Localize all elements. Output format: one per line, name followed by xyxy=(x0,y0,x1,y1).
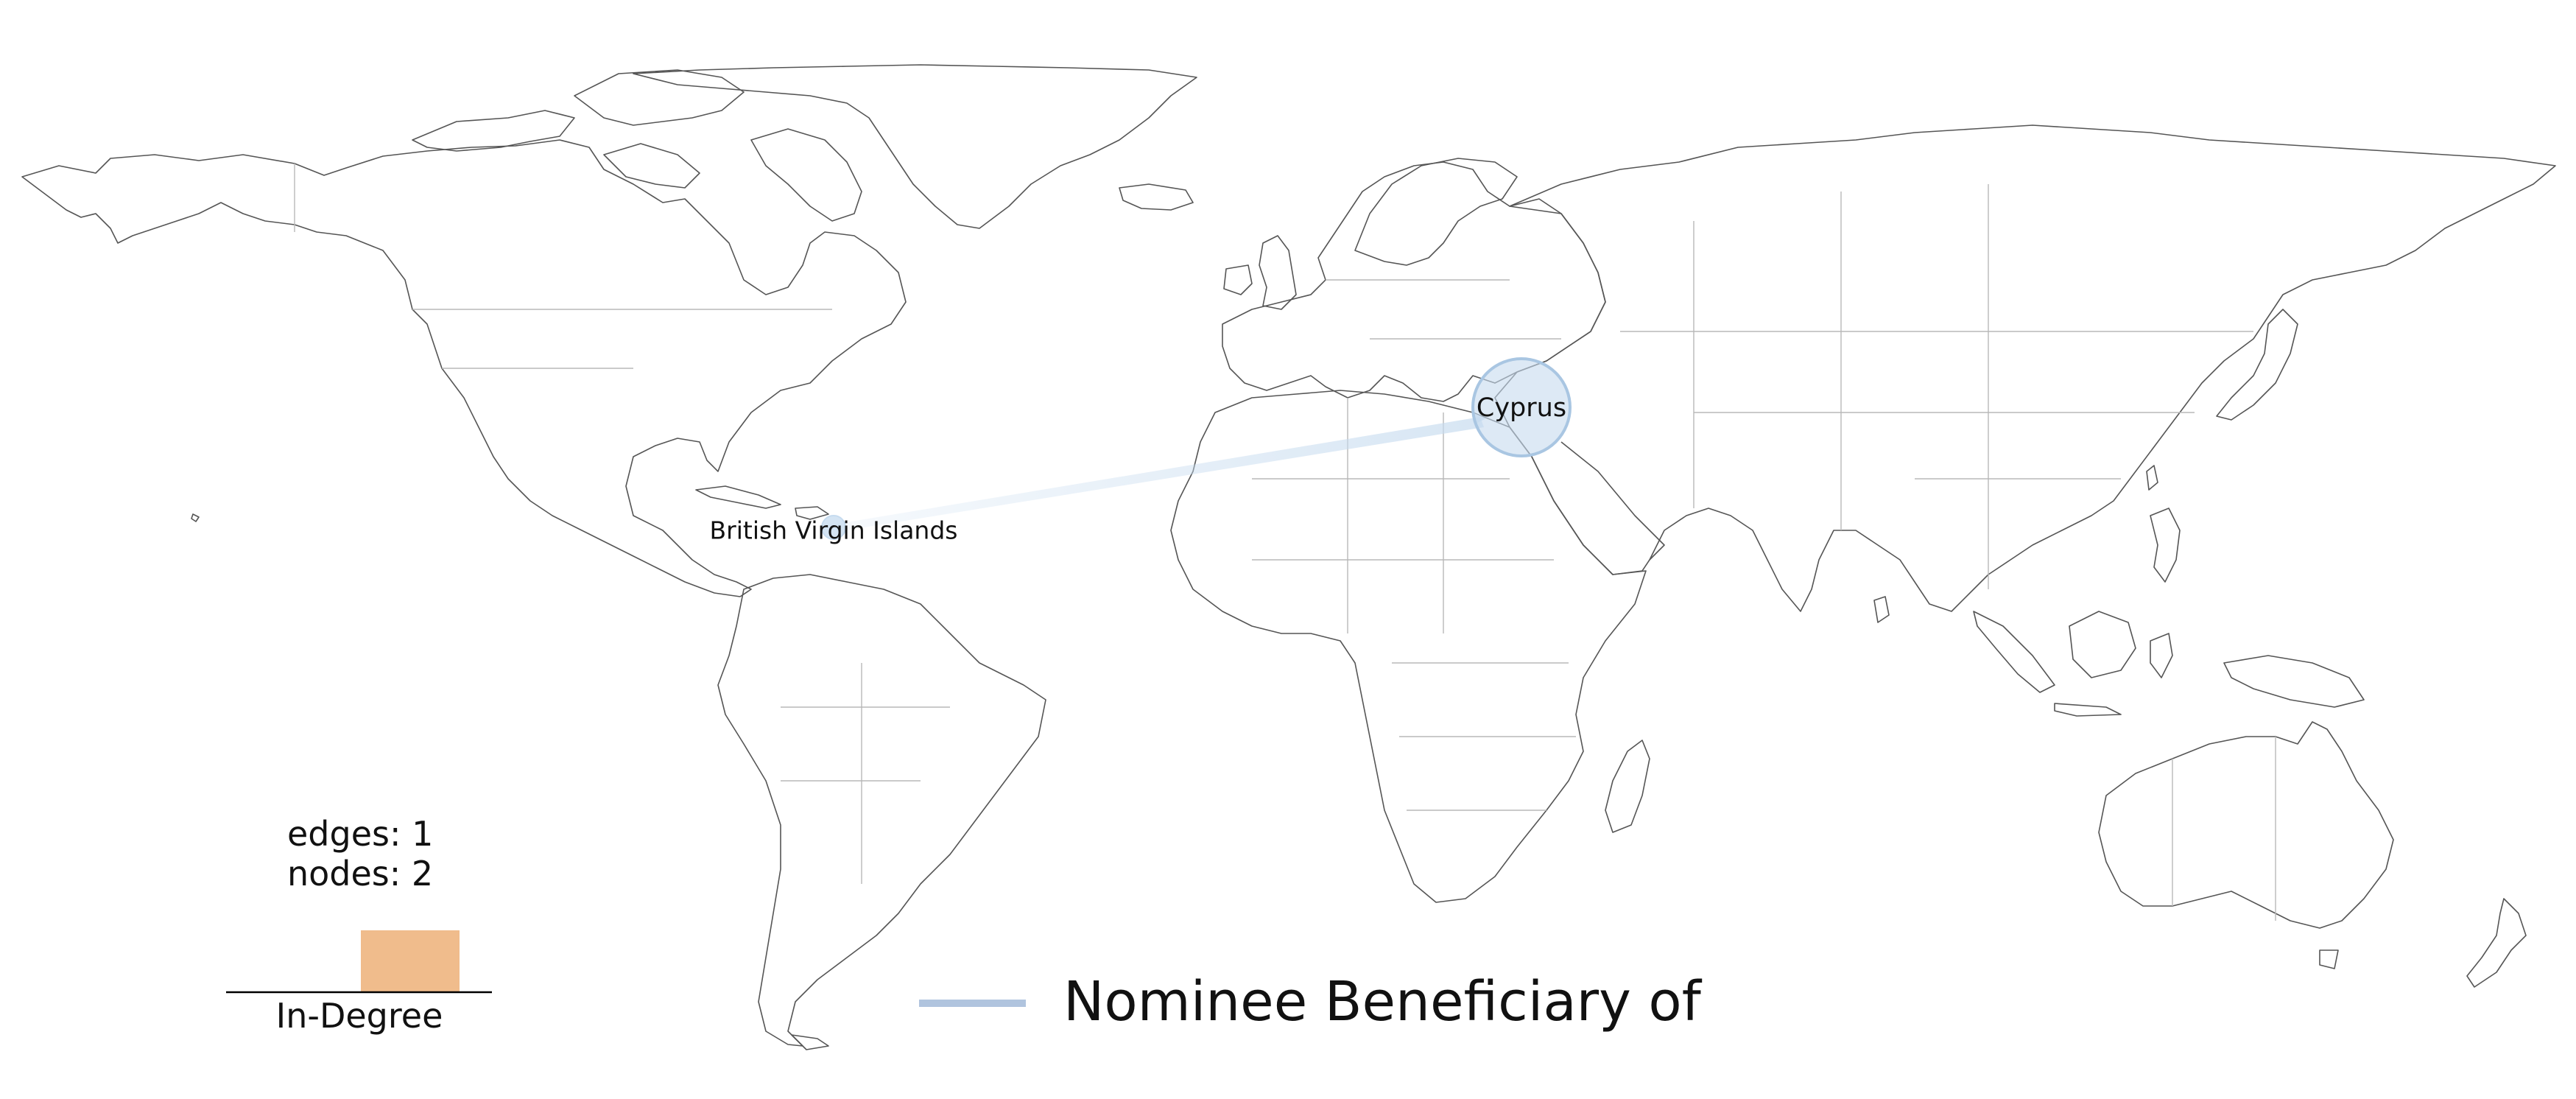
landmass-sulawesi xyxy=(2150,633,2173,678)
landmass-java xyxy=(2054,703,2122,717)
landmass-ireland xyxy=(1223,264,1253,295)
landmass-taiwan xyxy=(2146,465,2158,491)
landmass-scandinavia xyxy=(1354,158,1518,266)
graph-stats: edges: 1 nodes: 2 xyxy=(287,814,433,893)
landmass-arctic-islands-3 xyxy=(603,143,700,189)
histogram-label: In-Degree xyxy=(276,996,443,1036)
landmass-tierra-del-fuego xyxy=(791,1034,829,1050)
nodes-count: nodes: 2 xyxy=(287,854,433,893)
landmass-sri-lanka xyxy=(1873,596,1890,623)
edge-bvi-to-cyprus[interactable] xyxy=(834,417,1484,532)
landmass-north-america xyxy=(21,139,907,597)
landmass-asia xyxy=(1494,124,2556,612)
landmass-japan xyxy=(2216,309,2298,421)
node-british-virgin-islands[interactable] xyxy=(821,515,846,540)
landmass-arabia-coast xyxy=(1560,441,1665,561)
in-degree-histogram: In-Degree xyxy=(226,930,492,1036)
legend: Nominee Beneficiary of xyxy=(919,970,1703,1033)
landmass-great-britain xyxy=(1259,235,1297,310)
landmass-arctic-islands-2 xyxy=(574,69,745,126)
landmass-baffin xyxy=(750,128,862,222)
node-label-british-virgin-islands: British Virgin Islands xyxy=(710,516,958,545)
landmass-sumatra xyxy=(1973,611,2055,693)
basemap xyxy=(21,64,2556,1050)
histogram-bar-1 xyxy=(361,930,460,992)
landmass-hispaniola xyxy=(795,506,829,520)
landmass-philippines xyxy=(2150,508,2181,583)
edges-count: edges: 1 xyxy=(287,814,433,854)
landmass-australia xyxy=(2098,721,2394,929)
landmass-hawaii xyxy=(191,513,200,522)
landmass-new-zealand xyxy=(2466,898,2527,988)
node-label-cyprus: Cyprus xyxy=(1477,393,1566,423)
landmass-africa xyxy=(1170,390,1647,903)
landmass-greenland xyxy=(633,64,1197,229)
landmass-new-guinea xyxy=(2223,655,2365,708)
borders xyxy=(294,164,2276,921)
legend-edge-label: Nominee Beneficiary of xyxy=(1063,970,1703,1033)
landmass-iceland xyxy=(1119,183,1194,211)
landmass-cuba xyxy=(695,485,781,509)
node-cyprus[interactable] xyxy=(1471,357,1572,457)
landmass-borneo xyxy=(2069,611,2136,678)
node-layer: British Virgin Islands Cyprus xyxy=(710,357,1572,545)
landmass-tasmania xyxy=(2319,949,2339,969)
landmass-arctic-islands xyxy=(412,110,575,152)
landmass-madagascar xyxy=(1605,740,1650,833)
landmass-south-america xyxy=(717,574,1046,1047)
edge-layer xyxy=(834,412,1486,532)
